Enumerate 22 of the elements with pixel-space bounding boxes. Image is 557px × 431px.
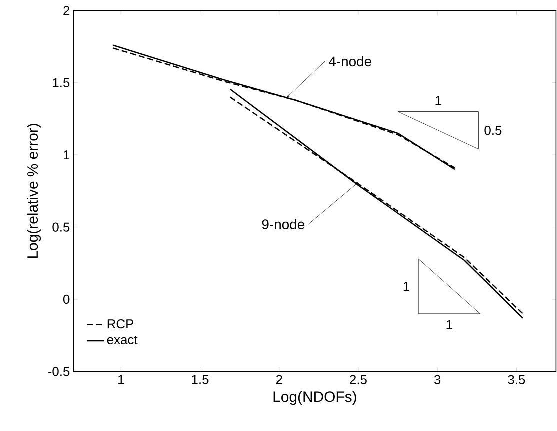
annotation: 4-node [328,56,372,67]
y-tick-label: 2 [64,6,70,16]
annotation: 1 [404,282,410,291]
annotation: 9-node [262,219,305,230]
y-tick-label: 0.5 [52,222,70,232]
legend-label: RCP [108,319,134,329]
x-tick-label: 1 [118,375,124,384]
x-tick-label: 3 [434,375,441,384]
legend-label: exact [107,336,138,344]
annotation: 1 [446,320,452,330]
x-axis-title: Log(NDOFs) [274,391,356,406]
y-axis-title: Log(relative % error) [27,124,42,258]
x-tick-label: 2 [276,375,282,384]
x-tick-label: 3.5 [508,375,526,384]
annotation: 1 [436,96,442,106]
y-tick-label: 0 [63,294,70,304]
y-tick-label: 1.5 [53,78,70,88]
y-tick-label: 1 [64,150,70,160]
annotation: 0.5 [484,126,502,136]
x-tick-label: 1.5 [192,375,209,384]
y-tick-label: -0.5 [48,367,70,376]
x-tick-label: 2.5 [350,375,367,384]
